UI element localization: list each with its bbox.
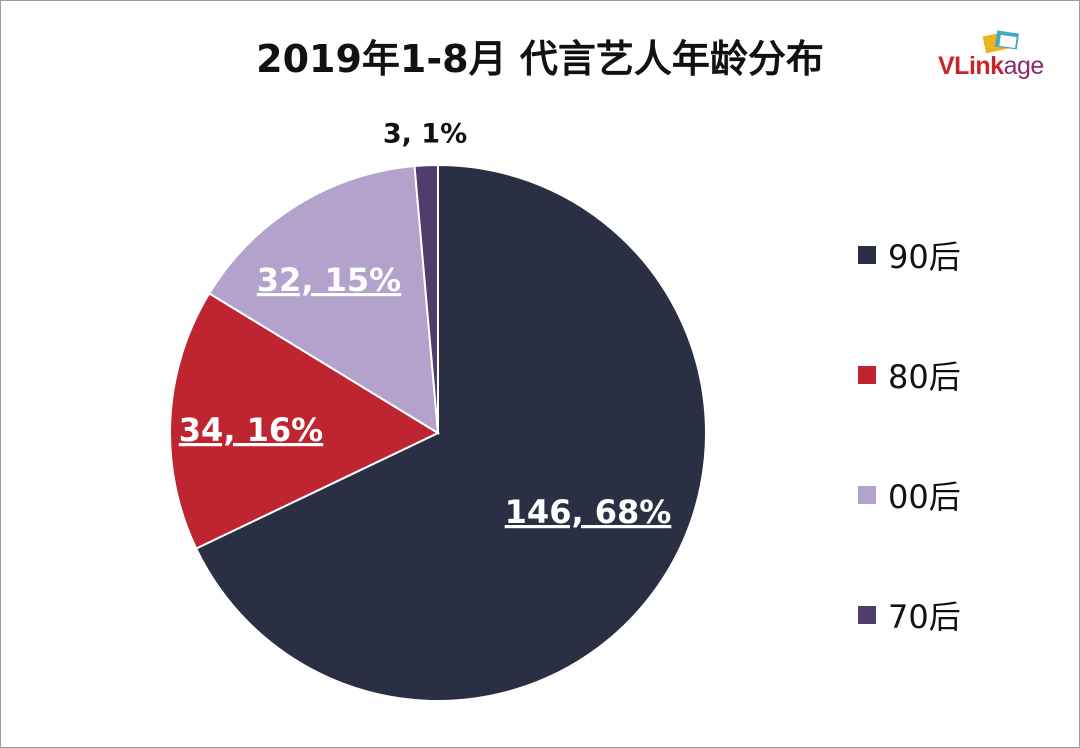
logo-text-main: VLink xyxy=(938,52,1004,80)
data-label-70后: 3, 1% xyxy=(383,119,467,150)
logo-cards-icon xyxy=(982,30,1020,54)
pie-slice-90后 xyxy=(194,163,707,702)
legend-label: 00后 xyxy=(888,478,961,516)
legend-label: 90后 xyxy=(888,238,961,276)
data-label-00后: 32, 15% xyxy=(257,261,401,299)
data-label-90后: 146, 68% xyxy=(505,493,672,531)
logo-wordmark: VLinkage xyxy=(938,52,1044,81)
pie-slice-00后 xyxy=(207,164,440,435)
chart-title: 2019年1-8月 代言艺人年龄分布 xyxy=(256,37,824,81)
data-label-80后: 34, 16% xyxy=(179,411,323,449)
vlinkage-logo: VLinkage xyxy=(938,28,1073,86)
legend-label: 70后 xyxy=(888,598,961,636)
pie-slice-80后 xyxy=(169,292,441,550)
pie-slice-70后 xyxy=(413,163,439,434)
legend-swatch xyxy=(858,606,876,624)
legend-swatch xyxy=(858,486,876,504)
legend-swatch xyxy=(858,366,876,384)
logo-text-tail: age xyxy=(1003,52,1045,80)
legend-label: 80后 xyxy=(888,358,961,396)
legend-swatch xyxy=(858,246,876,264)
